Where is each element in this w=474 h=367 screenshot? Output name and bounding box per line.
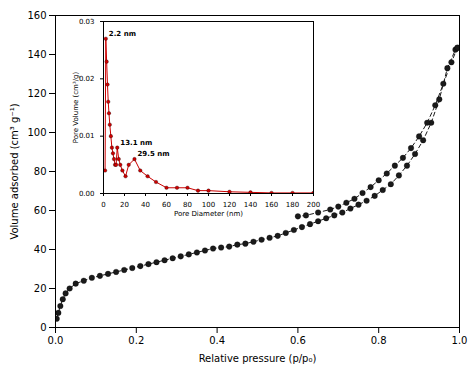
- svg-text:120: 120: [27, 88, 46, 99]
- svg-text:0.03: 0.03: [79, 18, 95, 26]
- svg-text:180: 180: [286, 201, 299, 209]
- svg-text:140: 140: [244, 201, 257, 209]
- svg-text:13.1 nm: 13.1 nm: [120, 139, 152, 147]
- svg-text:100: 100: [202, 201, 215, 209]
- svg-text:20: 20: [120, 201, 129, 209]
- svg-text:Pore Diameter (nm): Pore Diameter (nm): [174, 210, 243, 218]
- svg-text:0.0: 0.0: [48, 335, 64, 346]
- svg-text:100: 100: [27, 127, 46, 138]
- svg-text:140: 140: [27, 49, 46, 60]
- svg-text:2.2 nm: 2.2 nm: [109, 30, 136, 38]
- svg-text:29.5 nm: 29.5 nm: [137, 150, 169, 158]
- svg-text:0.01: 0.01: [79, 132, 95, 140]
- svg-text:0.2: 0.2: [128, 335, 144, 346]
- svg-text:0.4: 0.4: [209, 335, 225, 346]
- svg-text:0: 0: [101, 201, 105, 209]
- svg-text:1.0: 1.0: [452, 335, 468, 346]
- svg-text:0.8: 0.8: [371, 335, 387, 346]
- svg-text:Volume adsorbed (cm³ g⁻¹): Volume adsorbed (cm³ g⁻¹): [9, 103, 20, 239]
- svg-text:160: 160: [27, 10, 46, 21]
- svg-text:0.00: 0.00: [79, 190, 95, 198]
- svg-text:60: 60: [162, 201, 171, 209]
- svg-text:40: 40: [34, 244, 47, 255]
- svg-text:0.6: 0.6: [290, 335, 306, 346]
- svg-text:0: 0: [40, 322, 46, 333]
- svg-text:Relative pressure (p/p₀): Relative pressure (p/p₀): [199, 353, 317, 364]
- svg-text:0.02: 0.02: [79, 75, 95, 83]
- svg-text:40: 40: [141, 201, 150, 209]
- svg-text:80: 80: [183, 201, 192, 209]
- svg-text:160: 160: [265, 201, 278, 209]
- svg-text:80: 80: [34, 166, 47, 177]
- svg-text:60: 60: [34, 205, 47, 216]
- svg-text:120: 120: [223, 201, 236, 209]
- svg-text:20: 20: [34, 283, 47, 294]
- svg-text:Pore Volume (cm³/g): Pore Volume (cm³/g): [72, 71, 80, 143]
- svg-text:200: 200: [307, 201, 320, 209]
